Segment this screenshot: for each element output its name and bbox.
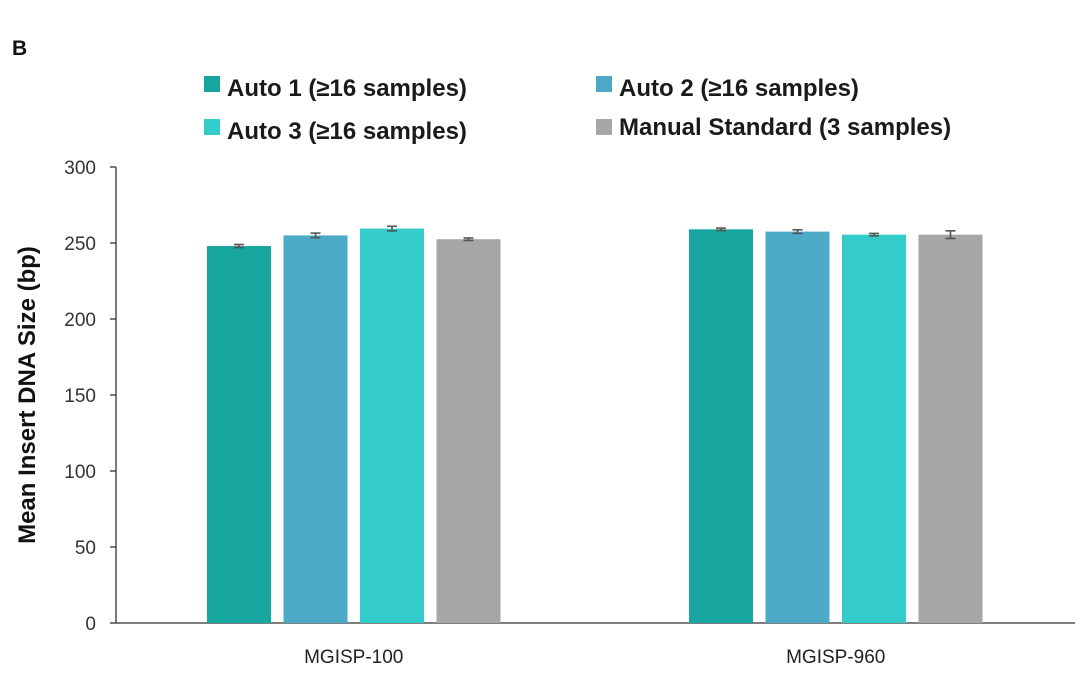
bar-mgisp-960-auto-1 xyxy=(689,229,753,623)
y-axis-title: Mean Insert DNA Size (bp) xyxy=(14,246,41,544)
y-tick-label: 50 xyxy=(75,538,96,559)
x-category-label-mgisp-100: MGISP-100 xyxy=(304,647,403,668)
bar-mgisp-100-auto-2 xyxy=(283,235,348,623)
y-tick-label: 100 xyxy=(64,462,96,483)
bar-mgisp-960-auto-3 xyxy=(842,234,906,623)
bar-mgisp-960-auto-2 xyxy=(765,231,830,623)
y-tick-label: 0 xyxy=(85,614,96,635)
legend-label-auto-1: Auto 1 (≥16 samples) xyxy=(227,75,467,102)
bar-mgisp-960-manual-standard xyxy=(918,234,983,623)
y-tick-label: 150 xyxy=(64,386,96,407)
legend-label-manual-standard: Manual Standard (3 samples) xyxy=(619,114,951,141)
legend-swatch-auto-2 xyxy=(596,76,612,92)
legend-swatch-auto-3 xyxy=(204,119,220,135)
x-category-label-mgisp-960: MGISP-960 xyxy=(786,647,885,668)
legend-swatch-manual-standard xyxy=(596,119,612,135)
y-tick-label: 300 xyxy=(64,158,96,179)
legend-label-auto-3: Auto 3 (≥16 samples) xyxy=(227,118,467,145)
y-tick-label: 200 xyxy=(64,310,96,331)
y-tick-label: 250 xyxy=(64,234,96,255)
legend-swatch-auto-1 xyxy=(204,76,220,92)
legend: Auto 1 (≥16 samples) Auto 2 (≥16 samples… xyxy=(204,75,951,145)
bar-mgisp-100-manual-standard xyxy=(436,239,501,623)
plot-area: 0 50 100 150 200 250 300 MGISP-100 MGISP-960 xyxy=(64,158,1075,668)
panel-label: B xyxy=(12,37,27,60)
bar-mgisp-100-auto-3 xyxy=(360,228,424,623)
legend-label-auto-2: Auto 2 (≥16 samples) xyxy=(619,75,859,102)
bar-mgisp-100-auto-1 xyxy=(207,246,271,624)
